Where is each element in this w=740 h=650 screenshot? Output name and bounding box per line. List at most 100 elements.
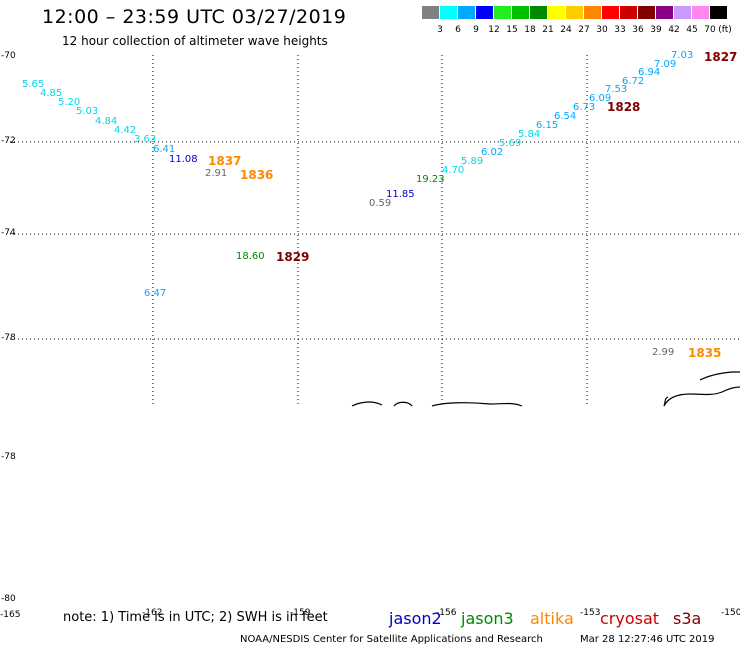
lon-label: -162 [142,608,163,618]
coastline [351,371,740,407]
wave-height-value: 0.59 [369,198,392,209]
lon-label: -159 [290,608,311,618]
pass-time-label: 1835 [688,346,722,360]
wave-height-value: 6.54 [554,111,577,122]
satellite-legend-altika: altika [530,609,574,628]
wave-height-value: 3.63 [134,134,157,145]
satellite-legend-s3a: s3a [673,609,702,628]
wave-height-value: 5.65 [22,79,45,90]
scale-label: 45 [686,25,698,35]
wave-height-value: 11.85 [386,189,415,200]
wave-height-value: 2.91 [205,168,228,179]
scale-swatch [440,6,457,19]
coastline-segment [351,401,383,407]
scale-label: 18 [524,25,536,35]
pass-time-label: 1837 [208,154,242,168]
scale-swatch [548,6,565,19]
wave-height-value: 5.69 [499,138,522,149]
wave-height-value: 11.08 [169,154,198,165]
coastline-segment [663,396,669,407]
scale-swatch [692,6,709,19]
map-subtitle: 12 hour collection of altimeter wave hei… [62,34,328,48]
wave-height-value: 4.84 [95,116,118,127]
coastline-segment [663,386,740,407]
scale-swatch [710,6,727,19]
wave-height-value: 2.99 [652,347,675,358]
scale-swatch [476,6,493,19]
lat-label: -78 [1,333,16,343]
scale-swatch [638,6,655,19]
lon-label: -165 [0,610,21,620]
wave-height-value: 6.15 [536,120,559,131]
wave-height-value: 6.94 [638,67,661,78]
scale-label: 33 [614,25,626,35]
wave-height-value: 4.70 [442,165,465,176]
wave-height-value: 6.72 [622,76,645,87]
wave-height-value: 5.03 [76,106,99,117]
credit-line: NOAA/NESDIS Center for Satellite Applica… [240,634,543,645]
coastline-segment [699,371,740,381]
units-note: note: 1) Time is in UTC; 2) SWH is in fe… [63,610,328,625]
scale-label: 12 [488,25,500,35]
scale-unit: (ft) [718,25,732,35]
scale-label: 9 [473,25,479,35]
scale-swatch [656,6,673,19]
wave-height-value: 6.73 [573,102,596,113]
wave-height-value: 4.85 [40,88,63,99]
scale-label: 15 [506,25,518,35]
scale-label: 27 [578,25,590,35]
lon-label: -153 [580,608,601,618]
lon-label: -156 [436,608,457,618]
pass-time-label: 1827 [704,50,738,64]
lat-label: -80 [1,594,16,604]
scale-label: 70 [704,25,716,35]
scale-swatch [530,6,547,19]
lat-label: -72 [1,136,16,146]
satellite-legend-jason2: jason2 [389,609,442,628]
lon-label: -150 [721,608,740,618]
scale-swatch [674,6,691,19]
pass-time-label: 1836 [240,168,274,182]
wave-height-value: 19.23 [416,174,445,185]
lat-label: -70 [1,51,16,61]
scale-swatch [494,6,511,19]
wave-height-value: 5.20 [58,97,81,108]
wave-height-value: 6.09 [589,93,612,104]
wave-height-value: 7.09 [654,59,677,70]
scale-swatch [458,6,475,19]
wave-height-value: 18.60 [236,251,265,262]
graticule [10,55,740,405]
generated-timestamp: Mar 28 12:27:46 UTC 2019 [580,634,715,645]
coastline-segment [393,401,413,407]
scale-swatch [566,6,583,19]
scale-label: 21 [542,25,554,35]
wave-height-value: 4.42 [114,125,137,136]
scale-label: 6 [455,25,461,35]
scale-label: 36 [632,25,644,35]
lat-label: -74 [1,228,16,238]
lat-label: -78 [1,452,16,462]
scale-label: 24 [560,25,572,35]
pass-time-label: 1828 [607,100,641,114]
wave-height-value: 7.03 [671,50,694,61]
scale-label: 30 [596,25,608,35]
wave-height-value: 6.47 [144,288,167,299]
scale-label: 42 [668,25,680,35]
scale-swatch [602,6,619,19]
satellite-legend-jason3: jason3 [461,609,514,628]
wave-height-value: 6.41 [153,144,176,155]
scale-swatch [422,6,439,19]
scale-label: 39 [650,25,662,35]
scale-swatch [584,6,601,19]
wave-height-value: 7.53 [605,84,628,95]
wave-height-value: 5.84 [518,129,541,140]
wave-height-value: 5.89 [461,156,484,167]
map-title: 12:00 – 23:59 UTC 03/27/2019 [42,6,347,28]
pass-time-label: 1829 [276,250,310,264]
scale-swatch [512,6,529,19]
scale-swatch [620,6,637,19]
satellite-legend-cryosat: cryosat [600,609,660,628]
scale-label: 3 [437,25,443,35]
coastline-segment [431,402,523,407]
